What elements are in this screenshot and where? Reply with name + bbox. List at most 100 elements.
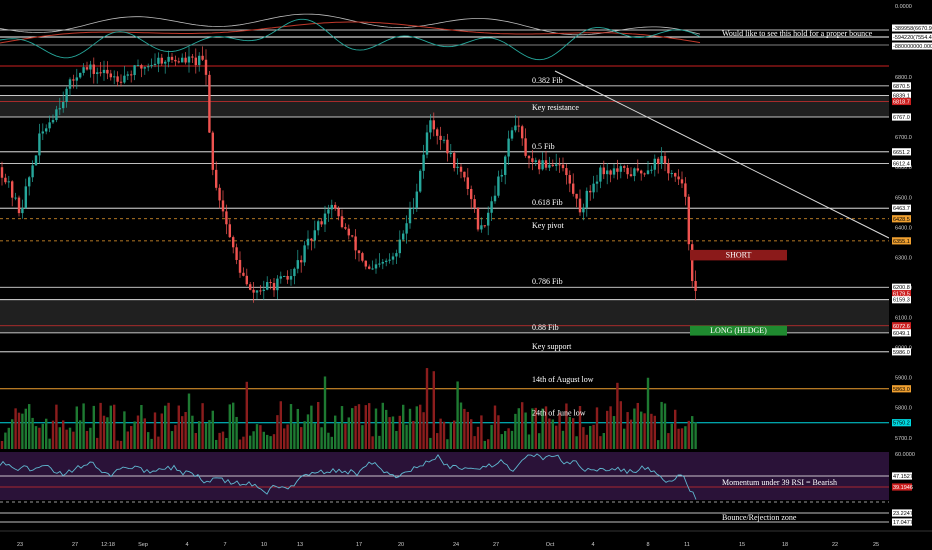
candle-body-61 <box>208 74 211 133</box>
candle-body-110 <box>374 264 378 269</box>
volume-bar-203 <box>691 416 694 449</box>
volume-bar-140 <box>476 426 480 449</box>
candle-body-181 <box>616 168 619 172</box>
candle-body-171 <box>582 207 585 213</box>
candle-body-29 <box>99 72 102 74</box>
candle-body-31 <box>106 69 109 74</box>
candle-body-75 <box>255 290 259 293</box>
volume-bar-14 <box>48 438 51 449</box>
price-tag-bg-5 <box>892 159 911 168</box>
candle-body-151 <box>514 125 517 131</box>
candle-body-23 <box>79 72 82 78</box>
volume-bar-0 <box>0 440 4 449</box>
volume-bar-4 <box>14 408 17 449</box>
price-tag-bg-3 <box>892 113 911 121</box>
volume-bar-137 <box>466 411 469 449</box>
volume-bar-194 <box>660 401 663 449</box>
candle-body-165 <box>561 164 565 169</box>
volume-bar-93 <box>317 401 320 449</box>
candle-body-175 <box>595 181 599 184</box>
rsi-tag-bg-3 <box>892 509 912 517</box>
volume-bar-150 <box>510 430 514 449</box>
candle-body-120 <box>408 208 412 224</box>
candle-body-3 <box>11 181 14 198</box>
candle-body-19 <box>65 88 68 102</box>
volume-bar-36 <box>123 411 126 449</box>
candle-body-168 <box>572 183 575 194</box>
volume-bar-74 <box>252 431 255 449</box>
volume-bar-57 <box>194 433 197 449</box>
candle-body-103 <box>351 235 354 237</box>
volume-bar-189 <box>643 413 646 449</box>
rsi-tag-bg-4 <box>892 518 912 526</box>
volume-bar-86 <box>293 423 296 449</box>
volume-bar-169 <box>575 436 578 449</box>
candle-body-65 <box>221 200 225 212</box>
volume-bar-112 <box>381 402 384 449</box>
volume-bar-73 <box>249 435 252 449</box>
candle-body-82 <box>279 276 282 279</box>
candle-body-128 <box>436 129 439 136</box>
candle-body-67 <box>228 224 231 238</box>
candle-body-47 <box>160 57 163 64</box>
candle-body-94 <box>320 221 323 225</box>
volume-bar-201 <box>684 426 687 449</box>
price-tag-0: 6870.5 <box>893 84 910 90</box>
volume-bar-59 <box>201 403 204 449</box>
volume-bar-28 <box>96 437 99 449</box>
volume-bar-10 <box>34 426 38 449</box>
volume-bar-154 <box>524 412 527 449</box>
candle-body-89 <box>303 245 306 263</box>
candle-body-130 <box>442 139 446 141</box>
volume-bar-63 <box>215 439 218 449</box>
volume-bar-127 <box>432 371 435 449</box>
price-tick-3: 6500.0 <box>895 195 912 201</box>
volume-bar-58 <box>198 421 201 449</box>
volume-bar-115 <box>391 416 395 449</box>
volume-bar-175 <box>595 407 599 449</box>
price-axis[interactable]: 6800.0 6700.0 6600.0 6500.0 6400.0 6300.0 6200… <box>889 0 932 530</box>
candle-body-169 <box>575 193 578 199</box>
candle-body-145 <box>493 195 497 202</box>
time-tick-3: Sep <box>138 542 148 548</box>
candle-body-9 <box>31 165 34 178</box>
annotations: Would like to see this hold for a proper… <box>532 29 873 522</box>
rsi-tag-bg-1 <box>892 472 912 480</box>
price-tag-6: 6463.7 <box>893 206 910 212</box>
level-label-7: Key support <box>532 342 572 351</box>
candle-body-143 <box>487 212 490 226</box>
volume-bar-41 <box>140 404 143 449</box>
rsi-tag-1: 47.1527 <box>893 474 913 480</box>
candle-body-96 <box>327 209 330 214</box>
price-tag-5: 6612.4 <box>893 161 910 167</box>
volume-bar-149 <box>507 428 510 449</box>
price-tag-7: 6428.5 <box>893 217 910 223</box>
volume-bar-180 <box>612 416 616 449</box>
price-tag-8: 6355.1 <box>893 239 910 245</box>
candle-body-164 <box>558 164 561 166</box>
candle-body-203 <box>691 244 694 282</box>
candle-body-106 <box>361 253 364 261</box>
candle-body-178 <box>606 170 609 175</box>
candle-body-7 <box>24 186 27 209</box>
volume-bar-98 <box>334 415 337 449</box>
volume-bar-122 <box>415 406 418 449</box>
volume-bar-109 <box>371 436 374 449</box>
volume-bar-184 <box>626 412 629 449</box>
time-tick-19: 25 <box>873 542 879 548</box>
time-axis[interactable]: 23 27 12:18 Sep 4 7 10 13 17 20 24 27 Oct 4 8 11 15 18 22 2… <box>0 530 932 550</box>
volume-bar-202 <box>687 420 690 449</box>
volume-bar-5 <box>17 412 21 449</box>
rsi-zone-annotation: Bounce/Rejection zone <box>722 513 797 522</box>
candle-body-172 <box>585 190 588 208</box>
price-tag-12: 6072.6 <box>893 324 910 330</box>
price-tag-16: 5750.2 <box>893 421 910 427</box>
candle-body-142 <box>483 225 486 227</box>
volume-bar-17 <box>58 427 61 449</box>
price-tag-bg-0 <box>892 82 911 90</box>
candle-body-68 <box>232 237 235 248</box>
volume-bar-32 <box>109 405 112 449</box>
candle-body-60 <box>204 59 208 75</box>
candle-body-33 <box>113 76 116 78</box>
candle-body-70 <box>238 259 242 273</box>
